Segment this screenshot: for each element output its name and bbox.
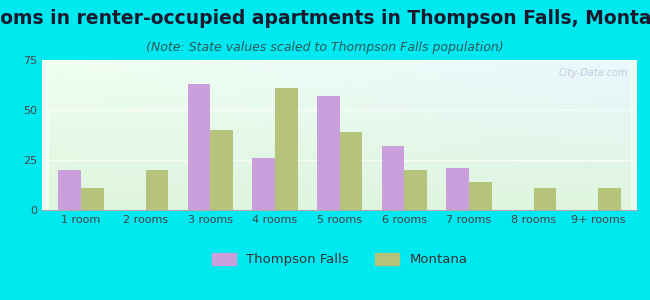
Bar	[81, 188, 103, 210]
Bar	[146, 170, 168, 210]
Bar	[404, 170, 427, 210]
Text: City-Data.com: City-Data.com	[558, 68, 628, 77]
Bar	[534, 188, 556, 210]
Bar	[275, 88, 298, 210]
Bar	[58, 170, 81, 210]
Text: (Note: State values scaled to Thompson Falls population): (Note: State values scaled to Thompson F…	[146, 40, 504, 53]
Text: Rooms in renter-occupied apartments in Thompson Falls, Montana: Rooms in renter-occupied apartments in T…	[0, 9, 650, 28]
Bar	[252, 158, 275, 210]
Bar	[598, 188, 621, 210]
Bar	[382, 146, 404, 210]
Bar	[317, 96, 339, 210]
Bar	[211, 130, 233, 210]
Bar	[469, 182, 491, 210]
Legend: Thompson Falls, Montana: Thompson Falls, Montana	[212, 253, 467, 266]
Bar	[447, 168, 469, 210]
Bar	[340, 132, 362, 210]
Bar	[188, 84, 211, 210]
